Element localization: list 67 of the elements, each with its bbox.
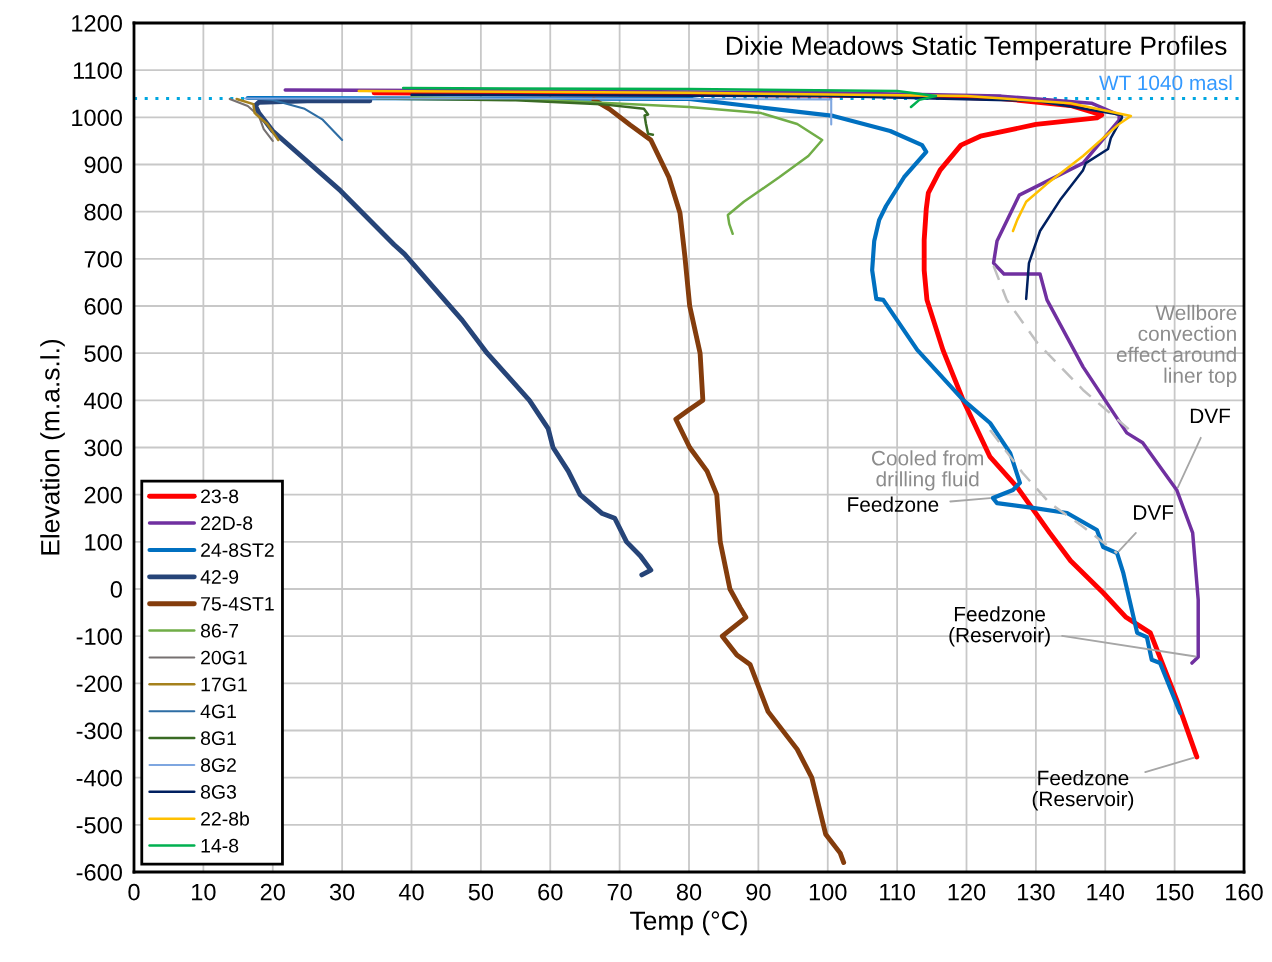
y-tick-label: 100 — [85, 533, 122, 551]
x-tick-label: 150 — [1156, 883, 1194, 901]
x-tick-label: 30 — [329, 883, 355, 901]
legend-label: 24-8ST2 — [201, 543, 274, 557]
annotation: DVF — [1190, 408, 1231, 424]
line-series — [228, 97, 274, 142]
x-tick-label: 100 — [809, 883, 847, 901]
y-tick-label: 600 — [84, 298, 122, 315]
x-tick-label: 140 — [1087, 883, 1125, 901]
y-tick-label: 400 — [84, 392, 122, 410]
legend-label: 4G1 — [200, 704, 236, 719]
x-tick-label: 50 — [468, 883, 494, 901]
y-tick-label: -400 — [76, 769, 122, 787]
x-tick-label: 60 — [538, 883, 563, 901]
y-tick-label: 900 — [84, 156, 122, 174]
ref-line-label: WT 1040 masl — [1099, 74, 1232, 91]
x-tick-label: 40 — [398, 883, 424, 901]
x-tick-label: 160 — [1226, 883, 1263, 901]
legend-label: 8G3 — [200, 785, 237, 799]
legend-label: 8G2 — [200, 758, 236, 772]
y-tick-label: -600 — [76, 864, 122, 881]
y-tick-label: 200 — [84, 486, 122, 504]
annotation: Feedzone (Reservoir) — [1032, 770, 1134, 811]
x-tick-label: 70 — [607, 883, 632, 901]
y-tick-label: 700 — [84, 250, 122, 268]
x-tick-label: 90 — [746, 883, 771, 901]
annotation: Feedzone (Reservoir) — [949, 606, 1050, 647]
legend-label: 86-7 — [200, 623, 239, 638]
legend-label: 8G1 — [200, 731, 236, 746]
legend-label: 75-4ST1 — [201, 596, 274, 611]
x-tick-label: 10 — [192, 883, 216, 901]
legend-label: 17G1 — [201, 677, 247, 692]
y-tick-label: 1100 — [73, 62, 122, 79]
x-tick-label: 110 — [880, 883, 916, 901]
y-tick-label: 0 — [110, 581, 122, 598]
x-tick-label: 0 — [128, 883, 140, 901]
legend-label: 42-9 — [200, 570, 239, 584]
annotation: Cooled from drilling fluid — [871, 450, 984, 491]
annotation: Wellbore convection effect around liner top — [1116, 304, 1237, 388]
annotation: Feedzone — [848, 496, 939, 512]
x-tick-label: 130 — [1017, 883, 1055, 901]
x-tick-label: 120 — [948, 883, 986, 901]
y-tick-label: 500 — [84, 345, 122, 362]
legend-label: 20G1 — [201, 650, 247, 665]
x-axis-title: Temp (°C) — [630, 910, 747, 936]
x-tick-label: 20 — [260, 883, 285, 901]
line-series — [410, 93, 1124, 301]
legend-label: 14-8 — [201, 838, 239, 853]
line-series — [235, 97, 280, 142]
y-tick-label: -100 — [76, 628, 122, 645]
legend-label: 23-8 — [201, 489, 239, 504]
y-tick-label: 800 — [84, 203, 122, 221]
annotation: DVF — [1134, 505, 1174, 520]
line-series — [591, 97, 847, 865]
legend-label: 22D-8 — [201, 516, 253, 531]
y-tick-label: -500 — [76, 816, 122, 834]
y-tick-label: -200 — [76, 675, 122, 693]
y-tick-label: -300 — [76, 722, 122, 740]
chart-title: Dixie Meadows Static Temperature Profiles — [726, 35, 1227, 61]
line-series — [401, 86, 938, 109]
legend-label: 22-8b — [201, 811, 250, 826]
line-series — [357, 89, 1133, 233]
y-tick-label: 300 — [84, 439, 122, 457]
y-axis-title: Elevation (m.a.s.l.) — [40, 339, 65, 555]
y-tick-label: 1000 — [72, 109, 122, 127]
y-tick-label: 1200 — [72, 15, 122, 32]
x-tick-label: 80 — [676, 883, 702, 901]
